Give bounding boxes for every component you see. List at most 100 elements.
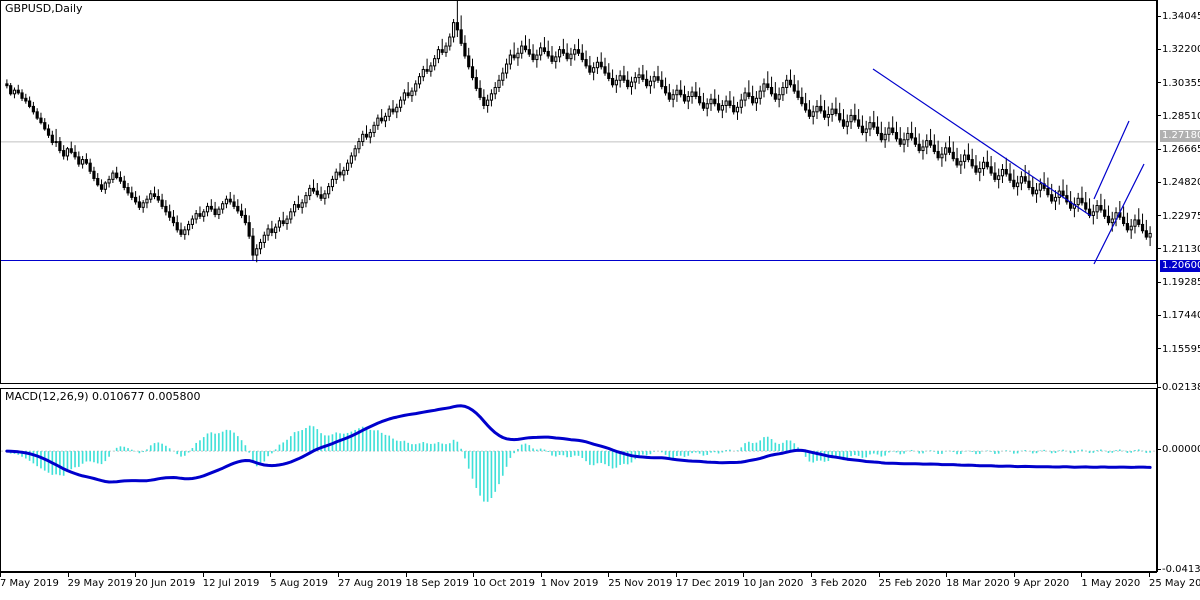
candle-body-bullish <box>398 99 403 108</box>
candle-body-bullish <box>202 211 206 217</box>
candle-body-bearish <box>43 122 47 130</box>
candle-body-bullish <box>345 162 350 171</box>
candle-body-bullish <box>864 128 868 134</box>
candle-body-bearish <box>236 205 240 212</box>
candle-body-bullish <box>489 93 494 101</box>
candle-body-bullish <box>107 178 111 184</box>
price-tick-label: 1.21130 <box>1157 244 1200 255</box>
candle-body-bearish <box>1012 179 1016 188</box>
candle-body-bullish <box>372 124 376 134</box>
candle-body-bullish <box>1133 219 1137 227</box>
candle-body-bearish <box>993 172 997 180</box>
price-tick-label: 1.22975 <box>1157 211 1200 222</box>
date-axis[interactable]: 7 May 2019 29 May 2019 20 Jun 2019 12 Jul 2… <box>0 572 1200 600</box>
candle-body-bullish <box>395 106 399 113</box>
candle-body-bearish <box>819 105 823 112</box>
candle-body-bullish <box>433 58 437 67</box>
candle-body-bearish <box>773 93 777 100</box>
candle-body-bearish <box>584 59 588 67</box>
price-tick-label: 1.30355 <box>1157 78 1200 89</box>
candle-body-bullish <box>349 155 353 164</box>
candle-body-bearish <box>512 54 516 59</box>
candle-body-bearish <box>459 29 463 44</box>
candle-body-bullish <box>504 63 509 74</box>
date-label-text: 10 Oct 2019 <box>473 578 535 589</box>
date-axis-label: 3 Feb 2020 <box>811 572 867 589</box>
candle-body-bearish <box>247 222 251 237</box>
candle-body-bearish <box>1106 215 1111 224</box>
candle-body-bearish <box>1031 186 1035 195</box>
candle-body-bullish <box>849 114 853 123</box>
date-tick-mark <box>337 572 339 577</box>
candle-body-bearish <box>841 119 846 127</box>
macd-plot[interactable] <box>1 389 1156 571</box>
candle-body-bullish <box>410 90 414 97</box>
candle-body-bearish <box>137 201 141 208</box>
candle-body-bullish <box>402 92 406 101</box>
date-axis-label: 20 Jun 2019 <box>135 572 195 589</box>
date-tick-mark <box>473 572 475 577</box>
candle-body-bearish <box>1080 197 1084 204</box>
date-axis-label: 10 Oct 2019 <box>473 572 535 589</box>
macd-tick-value: 0.000000 <box>1162 444 1200 456</box>
candle-body-bullish <box>508 54 512 65</box>
price-candlestick-plot[interactable] <box>1 1 1156 383</box>
candle-body-bullish <box>785 79 789 88</box>
candle-body-bullish <box>1095 205 1099 213</box>
date-axis-label: 17 Dec 2019 <box>675 572 740 589</box>
candle-body-bearish <box>1099 205 1103 211</box>
candle-body-bullish <box>486 99 490 107</box>
candle-body-bearish <box>31 105 35 113</box>
candle-body-bullish <box>1038 183 1042 191</box>
date-label-text: 25 Feb 2020 <box>878 578 941 589</box>
value-scale[interactable]: 1.34045 1.32200 1.30355 1.28510 1.26665 1.248… <box>1157 0 1200 575</box>
trendline-rising-channel-upper[interactable] <box>1093 120 1130 200</box>
date-label-text: 1 Nov 2019 <box>540 578 599 589</box>
macd-indicator-panel[interactable]: MACD(12,26,9) 0.010677 0.005800 <box>0 388 1157 572</box>
candle-body-bearish <box>822 110 827 118</box>
candle-body-bearish <box>88 162 92 172</box>
candle-body-bullish <box>12 89 17 95</box>
candle-body-bullish <box>149 193 153 200</box>
date-label-text: 7 May 2019 <box>0 578 59 589</box>
price-tick-value: 1.17440 <box>1162 310 1200 322</box>
candle-body-bearish <box>118 177 123 182</box>
candle-body-bearish <box>130 192 134 198</box>
candle-body-bullish <box>826 114 830 118</box>
candle-body-bearish <box>126 186 130 194</box>
price-chart-panel[interactable]: GBPUSD,Daily <box>0 0 1157 384</box>
candle-body-bullish <box>925 140 929 148</box>
candle-body-bullish <box>190 218 194 225</box>
candle-body-bullish <box>54 141 58 144</box>
candle-body-bearish <box>853 114 857 121</box>
candle-body-bearish <box>338 171 342 176</box>
candle-body-bullish <box>883 133 887 141</box>
candle-body-bullish <box>342 169 346 176</box>
chart-symbol-label: GBPUSD,Daily <box>5 2 83 15</box>
candle-body-bearish <box>603 66 607 74</box>
date-tick-mark <box>946 572 948 577</box>
candle-body-bearish <box>716 103 721 111</box>
candle-body-bullish <box>1129 225 1133 231</box>
candle-body-bearish <box>645 78 649 87</box>
candle-body-bullish <box>724 100 728 107</box>
candle-body-bearish <box>800 96 804 105</box>
date-axis-label: 5 Aug 2019 <box>270 572 328 589</box>
candle-body-bearish <box>281 220 285 225</box>
candle-body-bullish <box>1019 176 1023 184</box>
candle-body-bullish <box>497 79 501 88</box>
candle-body-bullish <box>417 76 422 85</box>
candle-body-bearish <box>936 150 940 159</box>
candle-body-bullish <box>902 139 906 145</box>
price-tick-label: 1.28510 <box>1157 111 1200 122</box>
candle-body-bearish <box>932 144 936 152</box>
trendline-rising-channel-lower[interactable] <box>1093 163 1145 265</box>
candle-body-bullish <box>735 106 740 113</box>
scale-axis-line <box>1157 0 1158 572</box>
candle-body-bearish <box>251 235 255 256</box>
candle-body-bullish <box>205 205 210 213</box>
candle-body-bearish <box>92 170 96 179</box>
price-tick-label: 1.34045 <box>1157 12 1200 22</box>
date-axis-label: 18 Mar 2020 <box>946 572 1010 589</box>
trendline-descending-resistance[interactable] <box>872 68 1092 217</box>
